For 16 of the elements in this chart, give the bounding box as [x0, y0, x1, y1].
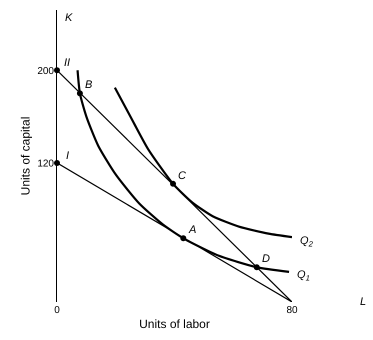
x-tick-label: 80 [286, 305, 298, 316]
series-label: Q$_{2}$ [300, 235, 314, 248]
x-axis-title: Units of labor [139, 316, 210, 331]
x-tick-label: 0 [54, 305, 60, 316]
text: L [360, 296, 366, 308]
y-axis-title: Units of capital [18, 116, 33, 196]
series-label: II [64, 57, 70, 69]
y-tick-label: 120 [37, 158, 54, 170]
annotation: A [188, 224, 196, 236]
y-tick-label: 200 [37, 66, 54, 77]
annotation: B [85, 79, 92, 91]
annotation: D [262, 253, 270, 265]
series-label: I [66, 150, 70, 162]
annotation: K [65, 12, 73, 24]
annotation: C [178, 170, 186, 182]
series-label: Q$_{1}$ [297, 269, 310, 282]
